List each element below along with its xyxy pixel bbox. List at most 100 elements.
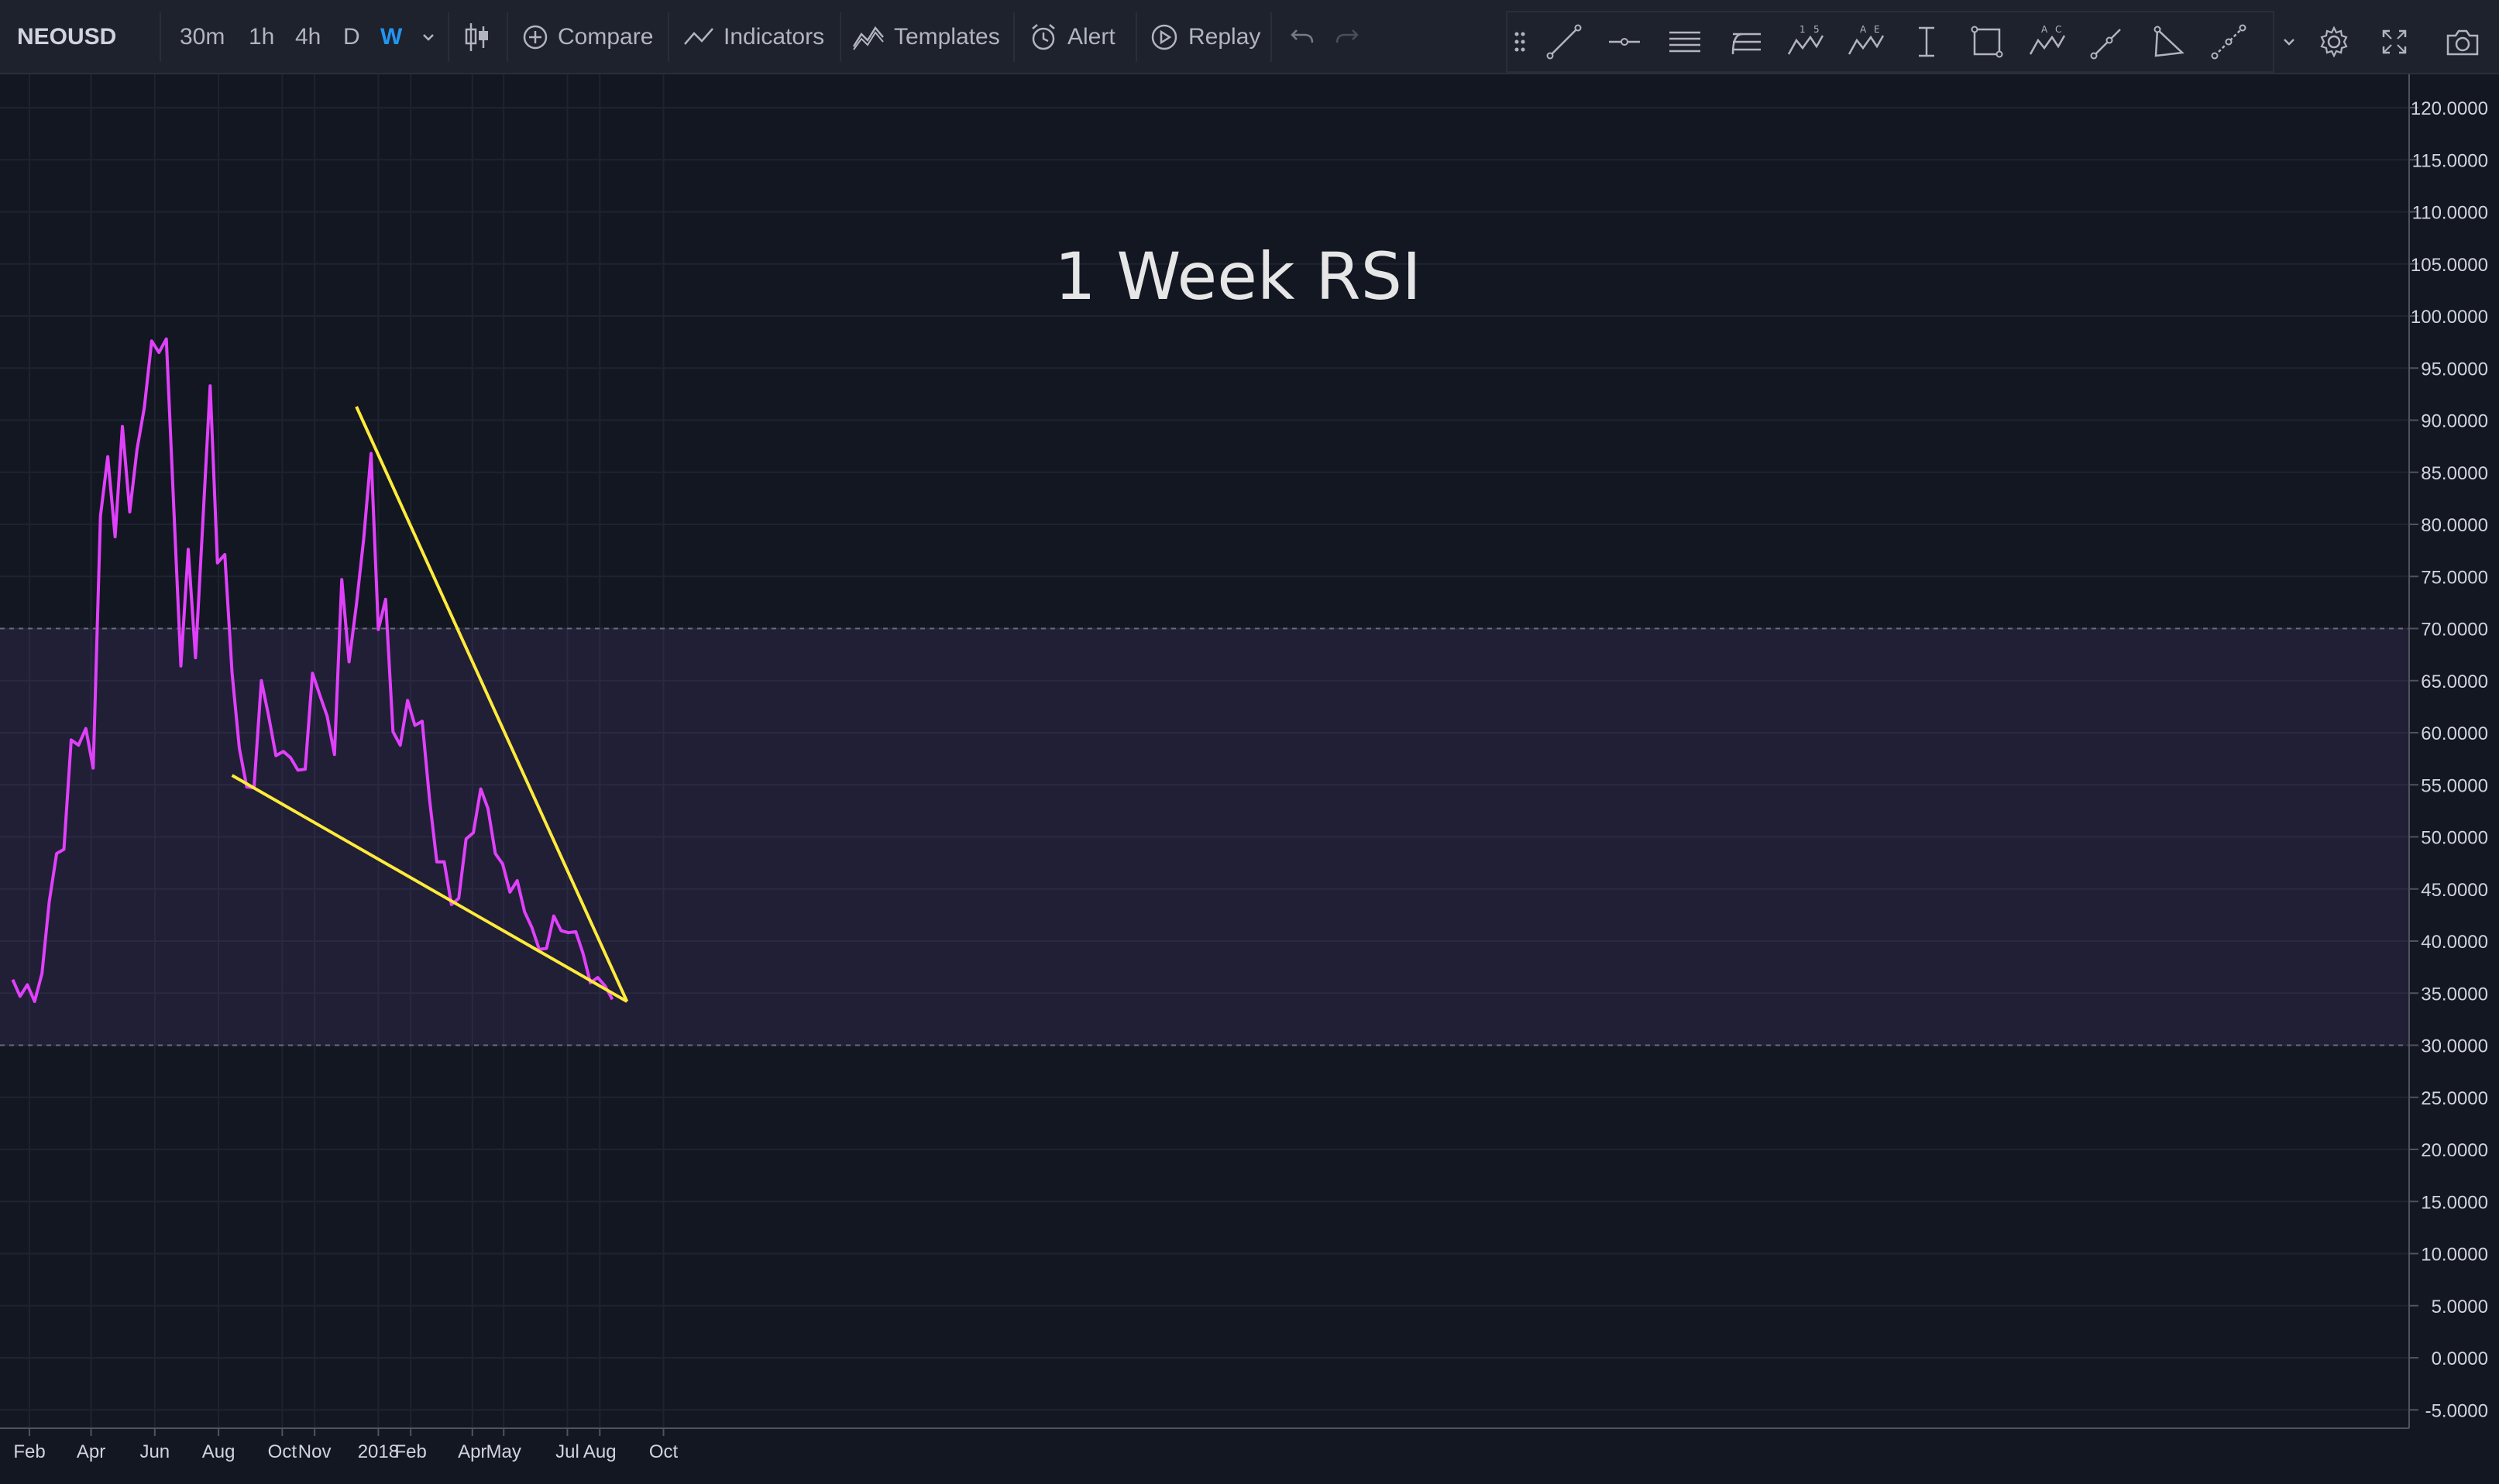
settings-button[interactable] <box>2304 11 2364 73</box>
chart-title: 1 Week RSI <box>1054 239 1421 314</box>
replay-button[interactable]: Replay <box>1150 0 1260 74</box>
toolbar-divider <box>160 12 161 62</box>
rsi-point <box>10 977 15 982</box>
toolbar-divider <box>668 12 669 62</box>
rsi-point <box>237 746 242 751</box>
trendlines <box>231 406 629 1003</box>
pitchfork-tool[interactable] <box>1715 12 1775 71</box>
toolbar-divider <box>1270 12 1272 62</box>
parallel-lines-tool[interactable] <box>1655 12 1715 71</box>
interval-w[interactable]: W <box>380 24 403 50</box>
y-tick-label: 10.0000 <box>2421 1245 2488 1266</box>
replay-icon <box>1151 24 1177 50</box>
templates-label: Templates <box>894 24 1000 50</box>
rsi-point <box>296 768 301 772</box>
y-tick-label: 60.0000 <box>2421 723 2488 744</box>
trend-line-tool[interactable] <box>1534 12 1594 71</box>
rsi-point <box>449 902 454 907</box>
rsi-point <box>390 730 395 734</box>
rsi-point <box>332 752 337 757</box>
vertical-grid <box>29 74 665 1428</box>
y-tick-label: 90.0000 <box>2421 411 2488 432</box>
drawing-toolbar-grip[interactable] <box>1507 12 1532 71</box>
rsi-point <box>581 951 586 956</box>
rsi-point <box>479 787 483 792</box>
rsi-point <box>179 664 184 668</box>
elliott-wave-tool[interactable]: 1 5 <box>1775 12 1836 71</box>
undo-icon <box>1291 29 1314 43</box>
rsi-point <box>25 982 29 987</box>
toolbar-divider <box>840 12 841 62</box>
rsi-point <box>98 514 103 518</box>
rsi-point <box>566 930 571 935</box>
symbol-search[interactable]: NEOUSD <box>17 24 117 50</box>
projection-icon <box>2211 24 2246 60</box>
abcde-pattern-tool[interactable]: A E <box>1836 12 1896 71</box>
y-tick-label: 40.0000 <box>2421 932 2488 953</box>
arrow-tool[interactable] <box>2078 12 2138 71</box>
rsi-point <box>427 797 431 802</box>
rsi-point <box>252 785 256 790</box>
rsi-point <box>610 997 614 1001</box>
rsi-point <box>354 603 359 607</box>
snapshot-button[interactable] <box>2432 11 2493 73</box>
rsi-point <box>186 547 191 551</box>
triangle-tool[interactable] <box>2138 12 2198 71</box>
rsi-point <box>552 914 556 919</box>
projection-tool[interactable] <box>2198 12 2259 71</box>
fullscreen-icon <box>2382 29 2407 54</box>
rsi-point <box>310 671 315 675</box>
compare-button[interactable]: Compare <box>522 0 653 74</box>
rsi-point <box>369 452 373 456</box>
plus-circle-icon <box>523 25 548 50</box>
interval-30m[interactable]: 30m <box>180 24 225 50</box>
templates-button[interactable]: Templates <box>852 0 1000 74</box>
rsi-point <box>142 405 146 410</box>
rsi-point <box>303 767 308 771</box>
x-tick-label: Apr <box>77 1441 105 1462</box>
rsi-point <box>105 455 110 459</box>
arrow-icon <box>2090 29 2121 60</box>
chart-style-button[interactable] <box>462 0 493 74</box>
redo-button[interactable] <box>1334 0 1360 74</box>
interval-d[interactable]: D <box>343 24 360 50</box>
trendline[interactable] <box>231 774 628 1003</box>
abc-pattern-tool[interactable]: A C <box>2017 12 2078 71</box>
interval-1h[interactable]: 1h <box>249 24 275 50</box>
rsi-point <box>201 519 205 524</box>
rsi-point <box>91 766 95 771</box>
interval-menu-button[interactable] <box>420 0 437 74</box>
x-tick-label: Aug <box>583 1441 617 1462</box>
candles-icon <box>465 23 488 51</box>
undo-button[interactable] <box>1289 0 1315 74</box>
rsi-point <box>383 597 388 602</box>
drawing-more-button[interactable] <box>2277 11 2301 73</box>
rectangle-icon <box>1971 26 2003 58</box>
rsi-point <box>193 655 198 660</box>
rsi-point <box>281 749 286 754</box>
date-range-tool[interactable] <box>1896 12 1957 71</box>
horizontal-ray-tool[interactable] <box>1594 12 1655 71</box>
rectangle-tool[interactable] <box>1957 12 2017 71</box>
alert-button[interactable]: Alert <box>1029 0 1115 74</box>
interval-4h[interactable]: 4h <box>295 24 321 50</box>
rsi-chart[interactable]: 1 Week RSI 120.0000 115.0000 110.0000 105.0… <box>0 74 2499 1484</box>
price-axis[interactable]: 120.0000 115.0000 110.0000 105.0000 100.0000… <box>2409 98 2488 1421</box>
horizontal-ray-icon <box>1609 38 1640 46</box>
rsi-point <box>588 981 593 985</box>
rsi-point <box>84 727 88 731</box>
y-tick-label: 0.0000 <box>2432 1348 2488 1369</box>
fullscreen-button[interactable] <box>2364 11 2425 73</box>
x-tick-label: Aug <box>202 1441 235 1462</box>
rsi-point <box>18 994 22 998</box>
pitchfork-icon <box>1731 33 1761 55</box>
rsi-point <box>456 896 461 901</box>
rsi-point <box>164 337 169 342</box>
rsi-point <box>76 743 81 747</box>
y-tick-label: 15.0000 <box>2421 1192 2488 1213</box>
indicators-button[interactable]: Indicators <box>683 0 824 74</box>
y-tick-label: 70.0000 <box>2421 620 2488 641</box>
toolbar-divider <box>1136 12 1137 62</box>
trendline[interactable] <box>355 406 629 1002</box>
